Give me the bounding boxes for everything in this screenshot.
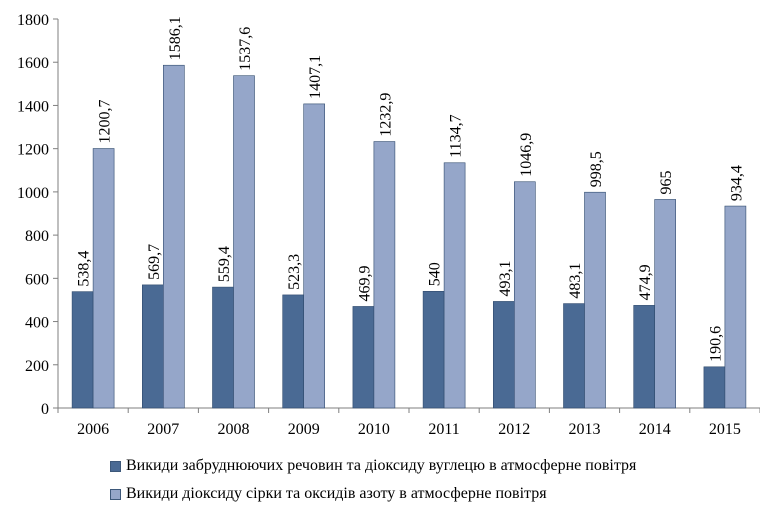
data-labels: 538,4 569,7 559,4 523,3 469,9 540 493,1 483,1 47…	[76, 16, 746, 362]
bar-series-1-2015	[703, 366, 726, 409]
bar-series-1-2013	[563, 303, 585, 409]
data-label-series-1-2009: 523,3	[286, 254, 303, 290]
data-label-series-2-2010: 1232,9	[377, 93, 394, 137]
legend: Викиди забруднюючих речовин та діоксиду …	[110, 452, 636, 508]
x-tick-label: 2011	[428, 421, 459, 438]
legend-label-series-2: Викиди діоксиду сірки та оксидів азоту в…	[126, 485, 547, 502]
bar-series-2-2011	[443, 162, 466, 409]
x-tick-label: 2014	[639, 421, 671, 438]
bar-series-2-2012	[513, 181, 536, 409]
data-label-series-2-2007: 1586,1	[167, 16, 184, 60]
data-label-series-2-2012: 1046,9	[518, 133, 535, 177]
bar-series-1-2010	[352, 306, 375, 409]
bar-series-1-2007	[142, 284, 164, 409]
bar-series-1-2009	[282, 294, 305, 409]
bar-series-2-2014	[654, 199, 677, 409]
y-tick-label: 1400	[17, 98, 49, 115]
bar-series-1-2012	[492, 301, 515, 409]
x-tick-label: 2013	[569, 421, 601, 438]
y-tick-label: 0	[41, 401, 49, 418]
x-tick-label: 2007	[147, 421, 179, 438]
x-tick-label: 2010	[358, 421, 390, 438]
data-label-series-1-2013: 483,1	[567, 263, 584, 299]
bar-series-2-2009	[303, 103, 326, 409]
data-label-series-2-2008: 1537,6	[237, 27, 254, 71]
y-tick-label: 800	[25, 228, 49, 245]
data-label-series-1-2010: 469,9	[356, 265, 373, 301]
x-tick-label: 2012	[498, 421, 530, 438]
bar-series-2-2007	[163, 64, 185, 409]
y-axis: 0 200 400 600 800 1000 1200 1400 1600 1800	[17, 12, 59, 418]
bar-series-1-2008	[212, 286, 234, 409]
legend-item-series-2: Викиди діоксиду сірки та оксидів азоту в…	[110, 480, 636, 508]
data-label-series-2-2015: 934,4	[728, 165, 745, 201]
data-label-series-1-2012: 493,1	[497, 260, 514, 296]
x-tick-label: 2009	[288, 421, 320, 438]
x-axis: 2006 2007 2008 2009 2010 2011 2012 2013 2014 2015	[57, 407, 760, 438]
data-label-series-1-2007: 569,7	[146, 244, 163, 280]
bar-series-1-2006	[71, 291, 94, 409]
x-tick-label: 2008	[218, 421, 250, 438]
data-label-series-2-2009: 1407,1	[307, 55, 324, 99]
legend-label-series-1: Викиди забруднюючих речовин та діоксиду …	[126, 457, 637, 474]
bar-series-2-2013	[584, 191, 606, 409]
data-label-series-2-2013: 998,5	[588, 151, 605, 187]
data-label-series-2-2006: 1200,7	[97, 100, 114, 144]
bar-series-1-2014	[633, 305, 656, 409]
y-tick-label: 1800	[17, 12, 49, 29]
data-label-series-1-2008: 559,4	[216, 246, 233, 282]
data-label-series-1-2011: 540	[427, 262, 444, 286]
data-label-series-2-2011: 1134,7	[448, 114, 465, 157]
legend-swatch-series-2	[110, 488, 121, 500]
bars	[71, 64, 747, 409]
x-tick-label: 2015	[709, 421, 741, 438]
bar-series-2-2010	[373, 141, 396, 409]
y-tick-label: 1000	[17, 185, 49, 202]
y-tick-label: 400	[25, 315, 49, 332]
data-label-series-1-2015: 190,6	[707, 326, 724, 362]
legend-swatch-series-1	[110, 460, 121, 472]
legend-item-series-1: Викиди забруднюючих речовин та діоксиду …	[110, 452, 636, 480]
bar-series-2-2015	[724, 205, 747, 409]
bar-series-2-2006	[92, 148, 115, 409]
bar-series-1-2011	[422, 290, 445, 409]
y-tick-label: 600	[25, 271, 49, 288]
x-tick-label: 2006	[77, 421, 109, 438]
y-tick-label: 1200	[17, 142, 49, 159]
y-tick-label: 1600	[17, 55, 49, 72]
data-label-series-1-2014: 474,9	[637, 264, 654, 300]
data-label-series-1-2006: 538,4	[76, 251, 93, 287]
y-tick-label: 200	[25, 358, 49, 375]
bar-series-2-2008	[233, 75, 255, 409]
data-label-series-2-2014: 965	[658, 170, 675, 194]
